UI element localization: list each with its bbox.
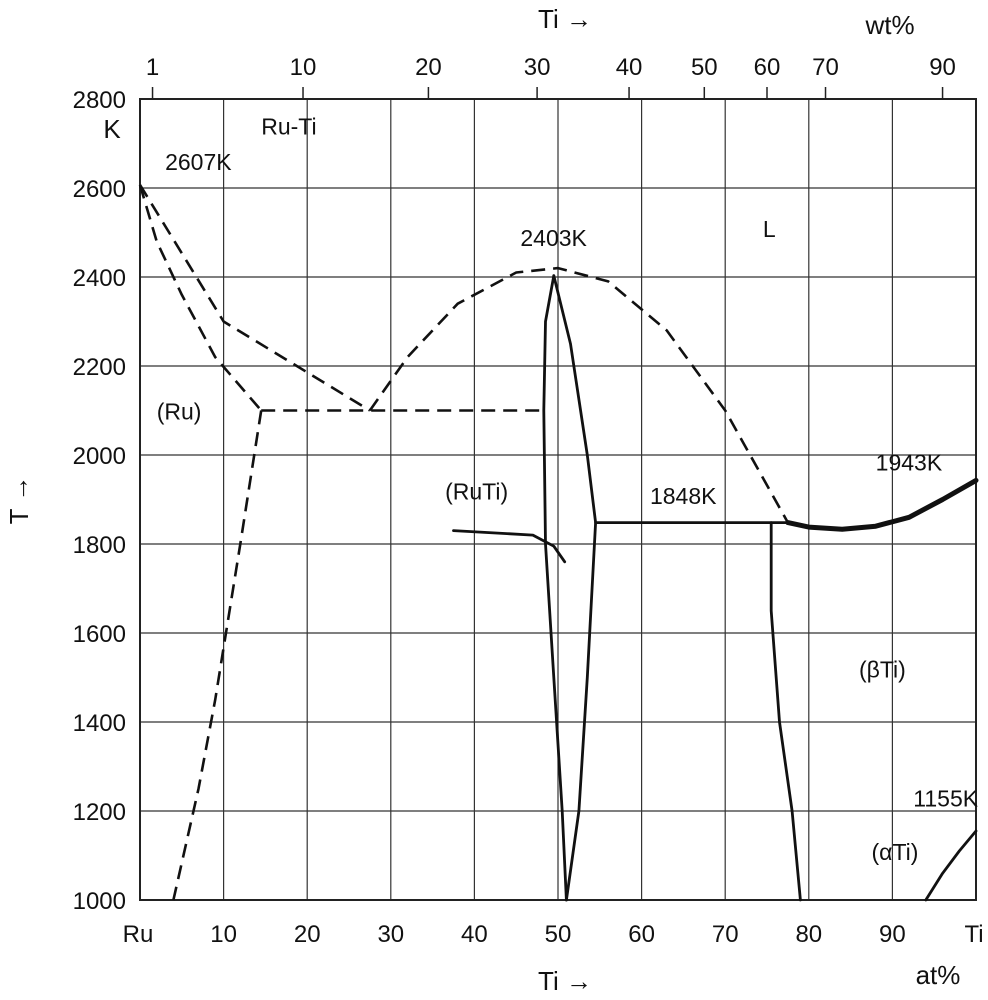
phase-boundary-curve <box>542 274 568 902</box>
grid-lines <box>140 98 976 901</box>
top-tick-label: 10 <box>290 54 317 81</box>
x-tick-label: Ti <box>964 921 983 948</box>
x-tick-label: 70 <box>712 921 739 948</box>
x-tick-label: 50 <box>545 921 572 948</box>
y-tick-label: 2600 <box>73 176 126 203</box>
annotation-label: (βTi) <box>859 657 906 683</box>
top-tick-labels: 1 10 20 30 40 50 60 70 90 <box>146 54 956 81</box>
top-axis-ticks <box>151 87 944 99</box>
phase-boundary-curve <box>552 274 597 902</box>
x-tick-label: 90 <box>879 921 906 948</box>
x-tick-labels: Ru 10 20 30 40 50 60 70 80 90 Ti <box>123 921 984 948</box>
phase-boundaries <box>138 184 979 902</box>
y-tick-label: 1800 <box>73 532 126 559</box>
annotation-label: (αTi) <box>872 839 919 865</box>
phase-boundary-curve <box>368 266 790 524</box>
x-tick-label: 80 <box>795 921 822 948</box>
top-tick-label: 50 <box>691 54 718 81</box>
y-tick-label: 1200 <box>73 799 126 826</box>
y-axis-unit: K <box>103 114 121 144</box>
top-tick-label: 40 <box>616 54 643 81</box>
x-tick-label: Ru <box>123 921 154 948</box>
phase-boundary-curve <box>452 529 567 564</box>
top-tick-label: 20 <box>415 54 442 81</box>
bottom-axis-unit: at% <box>916 960 961 990</box>
phase-boundary-curve <box>769 521 802 902</box>
x-tick-label: 30 <box>377 921 404 948</box>
top-tick-label: 60 <box>754 54 781 81</box>
x-tick-label: 60 <box>628 921 655 948</box>
y-tick-label: 1400 <box>73 710 126 737</box>
y-tick-label: 1000 <box>73 888 126 915</box>
annotation-label: 1155K <box>913 786 978 812</box>
phase-boundary-curve <box>924 829 978 902</box>
top-tick-label: 30 <box>524 54 551 81</box>
top-tick-label: 90 <box>929 54 956 81</box>
phase-boundary-curve <box>785 477 979 532</box>
y-tick-label: 2200 <box>73 354 126 381</box>
y-tick-label: 2400 <box>73 265 126 292</box>
annotation-label: 2403K <box>520 225 587 251</box>
annotation-label: (RuTi) <box>445 479 508 505</box>
annotation-label: 1848K <box>650 483 717 509</box>
y-tick-label: 2000 <box>73 443 126 470</box>
plot-border <box>139 98 977 901</box>
phase-boundary-curve <box>138 184 371 412</box>
y-tick-label: 1600 <box>73 621 126 648</box>
annotation-label: L <box>763 216 776 242</box>
top-axis-unit: wt% <box>864 10 914 40</box>
y-axis-title: T → <box>4 476 34 525</box>
phase-boundary-curve <box>138 184 263 412</box>
y-tick-label: 2800 <box>73 87 126 114</box>
top-tick-label: 70 <box>812 54 839 81</box>
annotations: 2607K Ru-Ti 2403K L (Ru) (RuTi) 1848K 1943K (βTi… <box>157 114 979 865</box>
bottom-axis-title: Ti → <box>538 966 592 996</box>
top-axis-title: Ti → <box>538 4 592 34</box>
annotation-label: Ru-Ti <box>261 114 316 140</box>
annotation-label: 2607K <box>165 149 232 175</box>
x-tick-label: 20 <box>294 921 321 948</box>
y-tick-labels: 1000 1200 1400 1600 1800 2000 2200 2400 2600 2800 <box>73 87 126 915</box>
annotation-label: 1943K <box>876 450 943 476</box>
plot-frame <box>139 98 977 901</box>
annotation-label: (Ru) <box>157 398 202 424</box>
x-tick-label: 40 <box>461 921 488 948</box>
x-tick-label: 10 <box>210 921 237 948</box>
top-tick-label: 1 <box>146 54 159 81</box>
phase-boundary-curve <box>172 410 263 901</box>
